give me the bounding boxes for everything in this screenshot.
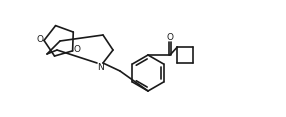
- Text: O: O: [73, 45, 80, 54]
- Text: O: O: [166, 33, 174, 42]
- Text: N: N: [97, 62, 103, 71]
- Text: O: O: [37, 35, 43, 44]
